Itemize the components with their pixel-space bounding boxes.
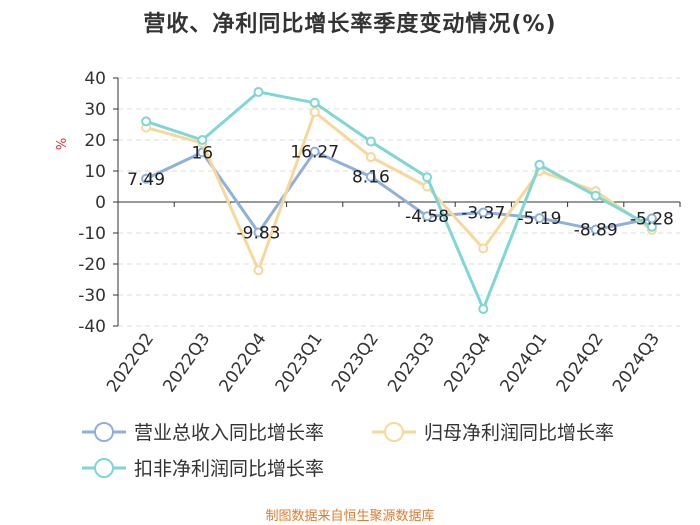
data-point-1 — [534, 213, 545, 224]
x-tick-label: 2023Q3 — [384, 329, 439, 396]
data-point-3 — [141, 116, 152, 127]
data-point-1 — [253, 227, 264, 238]
series-group — [141, 86, 657, 314]
data-label: 8.16 — [352, 168, 390, 188]
data-point-3 — [478, 303, 489, 314]
data-point-2 — [478, 243, 489, 254]
legend-marker — [384, 422, 404, 442]
x-tick-label: 2022Q2 — [103, 329, 158, 396]
data-point-3 — [365, 136, 376, 147]
chart-title: 营收、净利同比增长率季度变动情况(%) — [143, 12, 557, 37]
data-labels: 7.49 16 -9.83 16.27 8.16 -4.58 -3.37 -5.19 -8.89… — [127, 143, 674, 244]
x-tick-label: 2023Q4 — [440, 329, 495, 396]
data-point-3 — [590, 190, 601, 201]
data-point-3 — [534, 159, 545, 170]
legend-marker — [94, 458, 114, 478]
data-label: -3.37 — [461, 203, 505, 223]
x-tick-label: 2024Q1 — [497, 329, 552, 396]
data-point-3 — [422, 172, 433, 183]
y-axis-label: % — [55, 138, 70, 150]
data-label: 7.49 — [127, 170, 165, 190]
x-tick-label: 2024Q3 — [609, 329, 664, 396]
data-label: 16 — [191, 143, 213, 163]
data-point-1 — [365, 171, 376, 182]
data-point-3 — [646, 221, 657, 232]
data-point-3 — [197, 135, 208, 145]
y-tick-label: 20 — [84, 131, 106, 151]
data-point-3 — [309, 97, 320, 108]
footer-source: 制图数据来自恒生聚源数据库 — [265, 509, 435, 524]
data-point-3 — [253, 86, 264, 97]
y-tick-label: 40 — [84, 69, 106, 89]
data-point-1 — [309, 146, 320, 157]
y-tick-label: -20 — [78, 255, 106, 275]
x-tick-label: 2023Q2 — [328, 329, 383, 396]
series-line-1 — [145, 150, 653, 234]
data-point-1 — [141, 173, 152, 184]
y-tick-label: -40 — [78, 317, 106, 337]
legend-label: 归母净利润同比增长率 — [424, 422, 614, 444]
data-point-2 — [309, 107, 320, 118]
data-label: -9.83 — [237, 223, 281, 243]
y-tick-label: 0 — [95, 193, 106, 213]
data-label: -4.58 — [405, 207, 449, 227]
y-tick-label: -30 — [78, 286, 106, 306]
x-tick-label: 2022Q3 — [159, 329, 214, 396]
x-tick-label: 2023Q1 — [272, 329, 327, 396]
data-point-1 — [590, 224, 601, 235]
legend-label: 营业总收入同比增长率 — [134, 422, 324, 444]
data-point-1 — [478, 207, 489, 218]
series-line-2 — [145, 110, 653, 272]
data-label: -5.19 — [518, 209, 562, 229]
data-point-1 — [422, 211, 433, 222]
x-tick-label: 2024Q2 — [553, 329, 608, 396]
y-tick-label: 30 — [84, 100, 106, 120]
series-line-3 — [145, 90, 653, 311]
y-tick-label: -10 — [78, 224, 106, 244]
x-tick-label: 2022Q4 — [216, 329, 271, 396]
grid-lines — [118, 77, 680, 327]
y-tick-label: 10 — [84, 162, 106, 182]
data-point-2 — [365, 152, 376, 163]
data-label: 16.27 — [290, 143, 339, 163]
data-label: -8.89 — [574, 221, 618, 241]
data-label: -5.28 — [630, 209, 674, 229]
data-point-2 — [253, 265, 264, 276]
legend-label: 扣非净利润同比增长率 — [134, 458, 324, 480]
legend-marker — [94, 422, 114, 442]
